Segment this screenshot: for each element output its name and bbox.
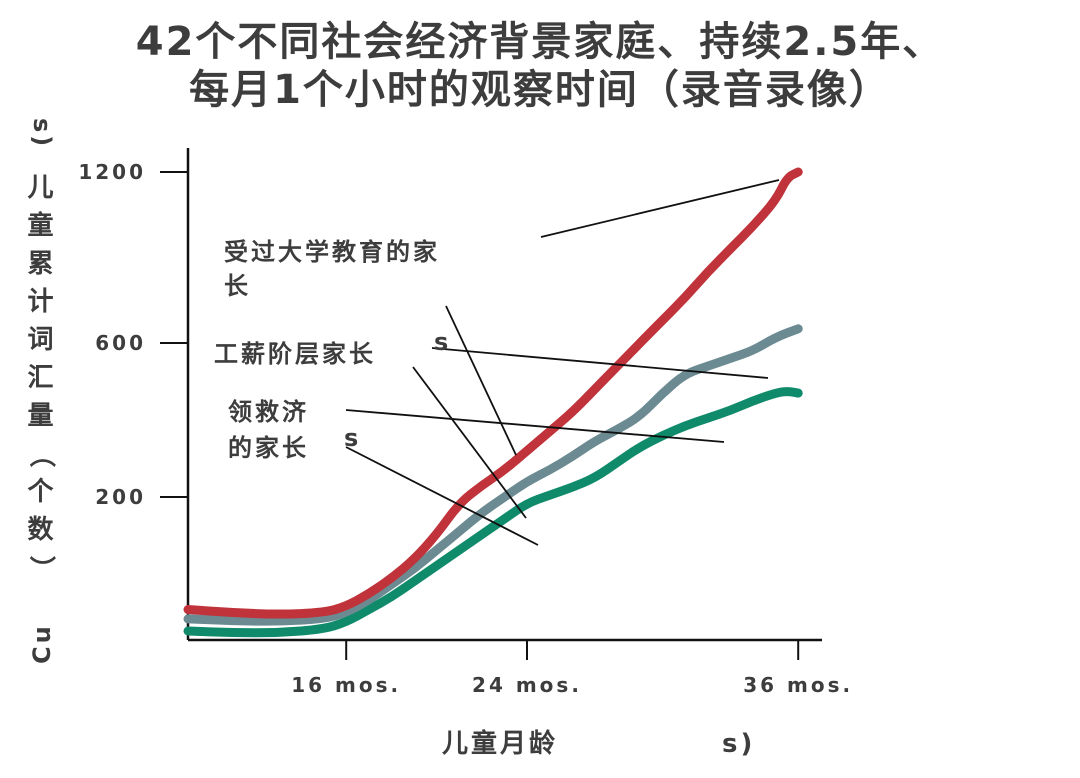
leader-line-welfare-lower <box>345 446 539 546</box>
y-axis-title-char-10: ） <box>26 555 56 584</box>
x-tick-label-24: 24 mos. <box>472 673 582 697</box>
x-axis-title-ghost: s) <box>722 729 755 759</box>
annotation-working-ghost: s <box>434 328 451 356</box>
series-line-welfare <box>183 387 803 638</box>
y-axis-title-char-7: （ <box>26 441 56 470</box>
x-tick-label-36: 36 mos. <box>743 673 853 697</box>
annotation-leader-lines <box>345 179 780 546</box>
chart-title: 42个不同社会经济背景家庭、持续2.5年、 每月1个小时的观察时间（录音录像） <box>0 18 1080 114</box>
y-axis-title-char-1: 童 <box>27 210 56 241</box>
x-tick-label-16: 16 mos. <box>291 673 401 697</box>
series-group <box>183 167 803 638</box>
series-line-college-educated <box>183 167 803 619</box>
annotation-working-line-1: 工薪阶层家长 <box>214 340 376 368</box>
y-axis-title-char-8: 个 <box>27 477 56 507</box>
annotation-labels: 受过大学教育的家 长 s 工薪阶层家长 领救济 的家长 s <box>214 238 451 462</box>
leader-line-college-upper <box>540 179 780 238</box>
y-axis-title-char-5: 汇 <box>27 363 56 393</box>
y-tick-label-1200: 1200 <box>78 160 146 184</box>
leader-line-working-lower <box>412 366 527 519</box>
leader-line-college-lower <box>445 305 517 456</box>
tick-group: 16 mos. 24 mos. 36 mos. 200 600 1200 <box>78 160 853 697</box>
y-axis-title-ghost-top: s) <box>28 118 56 149</box>
y-tick-label-600: 600 <box>95 331 146 355</box>
annotation-welfare-line-1: 领救济 <box>228 398 309 426</box>
y-axis-title-char-6: 量 <box>27 401 56 431</box>
y-tick-label-200: 200 <box>95 485 146 509</box>
leader-line-welfare-upper <box>345 409 725 443</box>
y-axis-title-char-4: 词 <box>27 325 56 355</box>
annotation-college-line-2: 长 <box>224 272 251 300</box>
annotation-welfare-line-2: 的家长 <box>228 434 309 462</box>
y-axis-title-char-9: 数 <box>27 515 56 545</box>
annotation-welfare-ghost: s <box>344 424 361 452</box>
chart-title-line-1: 42个不同社会经济背景家庭、持续2.5年、 <box>135 19 945 65</box>
leader-line-working-upper <box>431 347 769 379</box>
y-axis-title-char-2: 累 <box>27 249 56 279</box>
annotation-college-line-1: 受过大学教育的家 <box>224 238 440 266</box>
chart-title-line-2: 每月1个小时的观察时间（录音录像） <box>189 67 891 113</box>
y-axis-title-char-3: 计 <box>27 287 56 317</box>
series-line-working-class <box>183 324 803 626</box>
y-axis-title-ghost-bottom: Cu <box>28 623 56 664</box>
x-axis-title: 儿童月龄 <box>442 728 558 759</box>
y-axis-title-char-0: 儿 <box>27 173 56 203</box>
axes <box>186 148 822 642</box>
